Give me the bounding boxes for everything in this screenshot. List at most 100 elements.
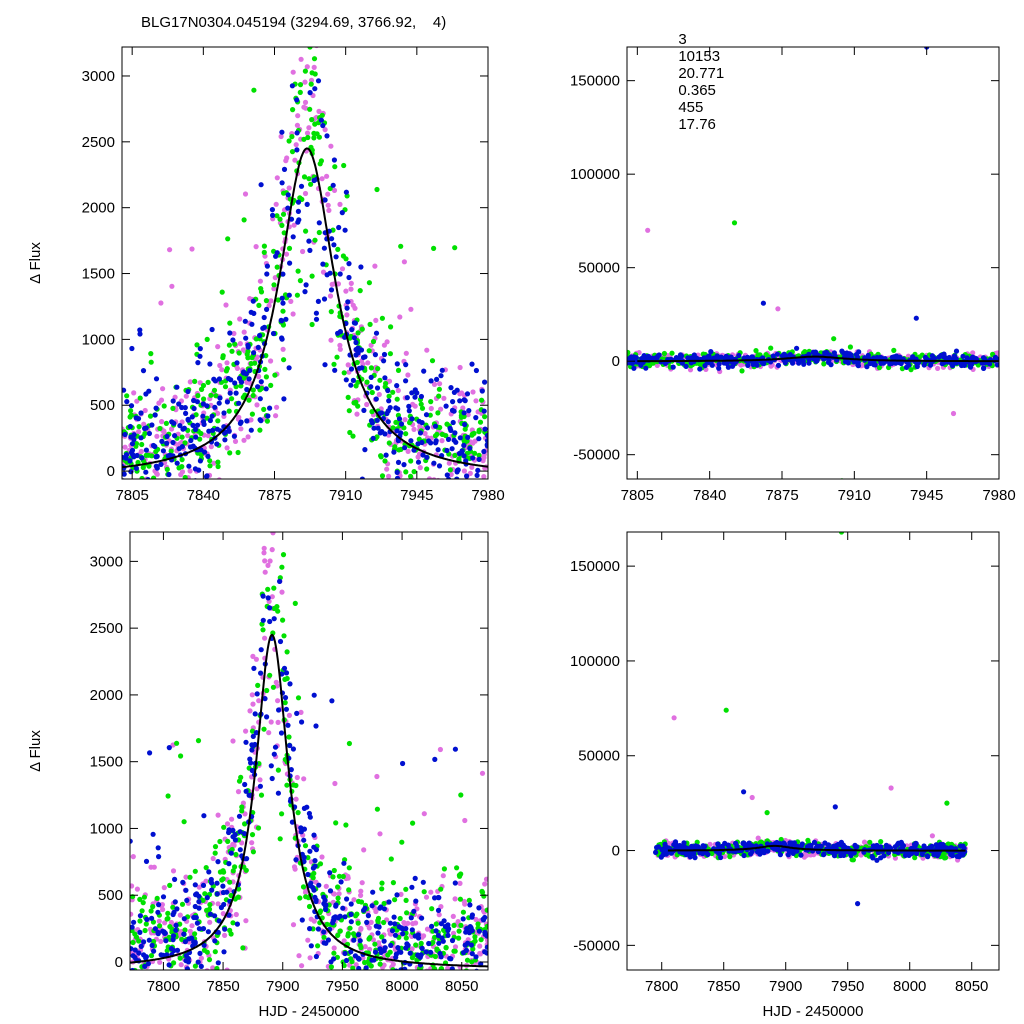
data-point bbox=[344, 305, 350, 311]
data-point bbox=[186, 463, 192, 469]
data-point bbox=[256, 302, 262, 308]
data-point bbox=[404, 395, 410, 401]
data-point bbox=[324, 921, 330, 928]
data-point bbox=[233, 911, 239, 918]
data-point bbox=[933, 842, 939, 848]
data-point bbox=[227, 320, 233, 326]
data-point bbox=[146, 937, 152, 943]
data-point bbox=[924, 853, 931, 859]
data-point bbox=[160, 486, 165, 491]
data-point bbox=[195, 393, 201, 399]
data-point bbox=[203, 865, 209, 871]
data-point bbox=[176, 465, 182, 471]
data-point bbox=[353, 913, 359, 919]
fit-parameter: 455 bbox=[678, 99, 704, 116]
data-point bbox=[207, 458, 213, 464]
data-point bbox=[661, 350, 668, 357]
data-point bbox=[182, 440, 188, 446]
data-point bbox=[377, 961, 383, 967]
data-point bbox=[944, 800, 950, 806]
data-point bbox=[194, 422, 201, 428]
data-point bbox=[424, 466, 430, 472]
data-point bbox=[678, 353, 684, 360]
data-point bbox=[346, 887, 352, 893]
data-point bbox=[441, 492, 446, 497]
data-point bbox=[290, 782, 297, 788]
data-point bbox=[360, 955, 366, 961]
data-point bbox=[333, 254, 339, 260]
data-point bbox=[364, 919, 370, 926]
data-point bbox=[308, 81, 314, 87]
data-point bbox=[428, 399, 434, 405]
data-point bbox=[878, 839, 884, 845]
data-point bbox=[440, 494, 445, 499]
data-point bbox=[254, 691, 260, 697]
data-point bbox=[398, 949, 404, 955]
data-point bbox=[203, 474, 210, 479]
data-point bbox=[474, 968, 479, 970]
data-point bbox=[408, 473, 414, 479]
data-point bbox=[226, 408, 232, 414]
data-point bbox=[435, 447, 441, 453]
data-point bbox=[261, 324, 267, 330]
data-point bbox=[393, 968, 399, 970]
data-point bbox=[481, 481, 486, 486]
data-point bbox=[399, 839, 405, 845]
y-tick-label: 1500 bbox=[82, 266, 115, 283]
data-point bbox=[389, 484, 394, 489]
data-point bbox=[349, 959, 355, 965]
data-point bbox=[418, 393, 424, 400]
data-point bbox=[152, 926, 158, 932]
data-point bbox=[250, 387, 256, 393]
data-point bbox=[422, 430, 428, 437]
data-point bbox=[753, 348, 759, 354]
data-point bbox=[367, 935, 373, 941]
data-point bbox=[271, 616, 277, 622]
data-point bbox=[215, 410, 221, 416]
data-point bbox=[294, 130, 300, 136]
data-point bbox=[299, 963, 305, 969]
data-point bbox=[385, 995, 390, 1000]
data-point bbox=[372, 352, 378, 358]
data-point bbox=[246, 376, 252, 382]
data-point bbox=[262, 635, 268, 641]
data-point bbox=[297, 89, 303, 95]
data-point bbox=[326, 207, 332, 213]
data-point bbox=[362, 905, 368, 911]
data-point bbox=[443, 403, 449, 409]
data-point bbox=[908, 367, 914, 373]
data-point bbox=[448, 385, 454, 391]
data-point bbox=[302, 79, 308, 85]
data-point bbox=[283, 158, 289, 164]
data-point bbox=[348, 382, 354, 388]
data-point bbox=[192, 882, 198, 888]
data-point bbox=[388, 942, 394, 949]
data-point bbox=[242, 781, 248, 788]
data-point bbox=[348, 280, 354, 286]
data-point bbox=[130, 838, 133, 844]
data-point bbox=[199, 974, 204, 979]
data-point bbox=[200, 419, 207, 425]
data-point bbox=[312, 86, 318, 92]
data-point bbox=[459, 483, 464, 488]
data-point bbox=[964, 355, 970, 361]
data-point bbox=[473, 367, 479, 374]
data-point bbox=[137, 395, 143, 401]
data-point bbox=[336, 891, 342, 897]
data-point bbox=[436, 940, 442, 946]
data-point bbox=[847, 344, 854, 350]
data-point bbox=[189, 246, 195, 252]
data-point bbox=[405, 448, 411, 454]
data-point bbox=[855, 362, 861, 368]
data-point bbox=[366, 280, 372, 286]
data-point bbox=[441, 395, 447, 401]
model-curve bbox=[637, 355, 999, 363]
data-point bbox=[687, 367, 694, 373]
data-point bbox=[401, 259, 407, 265]
data-point bbox=[477, 943, 483, 949]
data-point bbox=[295, 113, 301, 119]
data-point bbox=[130, 967, 136, 970]
data-point bbox=[470, 455, 476, 461]
panel-top-left: 7805 7840 7875 7910 7945 79800500100015002000… bbox=[27, 46, 505, 504]
data-point bbox=[437, 950, 443, 957]
